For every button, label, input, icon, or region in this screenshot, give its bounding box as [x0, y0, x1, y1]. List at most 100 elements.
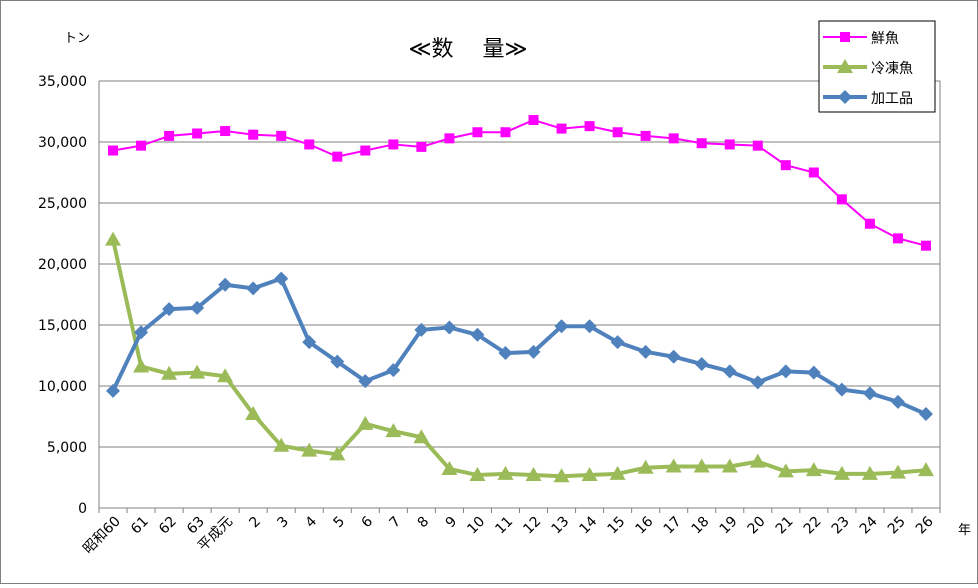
data-point-marker	[444, 133, 455, 144]
data-point-marker	[108, 145, 119, 156]
data-point-marker	[752, 140, 763, 151]
data-point-marker	[190, 300, 205, 315]
data-point-marker	[302, 335, 317, 350]
y-tick-label: 30,000	[38, 135, 87, 151]
data-point-marker	[778, 364, 793, 379]
legend-label: 加工品	[871, 91, 913, 107]
y-tick-label: 25,000	[38, 196, 87, 212]
data-point-marker	[582, 319, 597, 334]
legend-label: 冷凍魚	[871, 61, 913, 77]
data-point-marker	[889, 464, 906, 479]
data-point-marker	[386, 363, 401, 378]
data-point-marker	[833, 465, 850, 480]
data-point-marker	[413, 429, 430, 444]
series-3	[106, 271, 933, 422]
data-point-marker	[217, 368, 234, 383]
data-point-marker	[133, 358, 150, 373]
legend-marker	[840, 32, 850, 42]
data-point-marker	[497, 465, 514, 480]
data-point-marker	[301, 442, 318, 457]
data-point-marker	[553, 468, 570, 483]
data-point-marker	[696, 138, 707, 149]
data-point-marker	[780, 160, 791, 171]
data-point-marker	[750, 375, 765, 390]
data-point-marker	[189, 364, 206, 379]
y-tick-label: 15,000	[38, 318, 87, 334]
data-point-marker	[274, 271, 289, 286]
chart-title: ≪数 量≫	[408, 37, 527, 62]
data-point-marker	[332, 151, 343, 162]
data-point-marker	[609, 465, 626, 480]
series-1	[108, 115, 931, 251]
y-tick-label: 10,000	[38, 379, 87, 395]
data-point-marker	[920, 240, 931, 251]
data-point-marker	[500, 127, 511, 138]
data-point-marker	[525, 467, 542, 482]
data-point-marker	[385, 423, 402, 438]
data-point-marker	[220, 126, 231, 137]
data-point-marker	[917, 462, 934, 477]
y-tick-label: 0	[78, 501, 87, 517]
data-point-marker	[637, 459, 654, 474]
data-point-marker	[416, 141, 427, 152]
data-point-marker	[329, 446, 346, 461]
data-point-marker	[834, 382, 849, 397]
data-point-marker	[248, 129, 259, 140]
y-tick-label: 20,000	[38, 257, 87, 273]
data-point-marker	[470, 327, 485, 342]
data-point-marker	[161, 365, 178, 380]
legend-marker	[837, 59, 853, 73]
data-point-marker	[357, 415, 374, 430]
data-point-marker	[442, 320, 457, 335]
data-point-marker	[693, 458, 710, 473]
data-point-marker	[666, 349, 681, 364]
data-point-marker	[749, 453, 766, 468]
data-point-marker	[273, 437, 290, 452]
y-tick-label: 35,000	[38, 74, 87, 90]
data-point-marker	[918, 407, 933, 422]
data-point-marker	[245, 406, 262, 421]
data-point-marker	[330, 354, 345, 369]
series-2	[105, 231, 934, 483]
data-point-marker	[694, 357, 709, 372]
data-point-marker	[218, 277, 233, 292]
data-point-marker	[722, 364, 737, 379]
data-point-marker	[836, 194, 847, 205]
data-point-marker	[106, 383, 121, 398]
data-point-marker	[469, 467, 486, 482]
data-point-marker	[721, 458, 738, 473]
series-line	[111, 239, 927, 479]
data-point-marker	[441, 460, 458, 475]
data-point-marker	[136, 140, 147, 151]
legend-label: 鮮魚	[871, 31, 899, 47]
series-group	[105, 115, 934, 483]
data-point-marker	[276, 130, 287, 141]
data-point-marker	[584, 121, 595, 132]
data-point-marker	[105, 231, 122, 246]
data-point-marker	[554, 319, 569, 334]
legend-marker	[838, 90, 852, 104]
data-point-marker	[640, 130, 651, 141]
data-point-marker	[581, 467, 598, 482]
data-point-marker	[861, 465, 878, 480]
data-point-marker	[526, 344, 541, 359]
data-point-marker	[668, 133, 679, 144]
data-point-marker	[498, 346, 513, 361]
data-point-marker	[304, 139, 315, 150]
data-point-marker	[862, 386, 877, 401]
data-point-marker	[472, 127, 483, 138]
data-point-marker	[134, 325, 149, 340]
data-point-marker	[665, 458, 682, 473]
data-point-marker	[612, 127, 623, 138]
data-point-marker	[164, 130, 175, 141]
data-point-marker	[777, 463, 794, 478]
x-unit-label: 年	[958, 523, 971, 538]
data-point-marker	[556, 123, 567, 134]
data-point-marker	[806, 365, 821, 380]
data-point-marker	[638, 344, 653, 359]
y-unit-label: トン	[64, 31, 90, 46]
data-point-marker	[358, 374, 373, 389]
